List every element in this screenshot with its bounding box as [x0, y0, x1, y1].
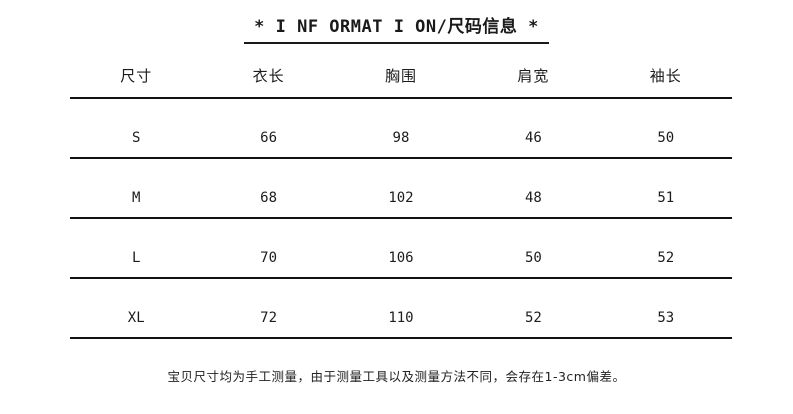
measurement-cell: 66: [202, 98, 335, 159]
measurement-cell: 102: [334, 158, 468, 219]
header-chest: 胸围: [334, 58, 468, 99]
header-size: 尺寸: [70, 58, 203, 99]
measurement-cell: 48: [467, 158, 600, 219]
measurement-cell: 110: [334, 278, 468, 339]
size-cell: S: [70, 98, 203, 159]
page-header: * I NF ORMAT I ON/尺码信息 *: [0, 12, 793, 44]
size-chart-header: 尺寸 衣长 胸围 肩宽 袖长: [70, 58, 732, 99]
measurement-cell: 52: [467, 278, 600, 339]
size-chart-body: S 66 98 46 50 M 68 102 48 51 L 70 106 50…: [70, 98, 732, 339]
header-sleeve: 袖长: [599, 58, 732, 99]
table-row-s: S 66 98 46 50: [70, 98, 732, 159]
size-cell: M: [70, 158, 203, 219]
table-row-l: L 70 106 50 52: [70, 218, 732, 279]
measurement-cell: 70: [202, 218, 335, 279]
header-row: 尺寸 衣长 胸围 肩宽 袖长: [70, 58, 732, 99]
size-chart-table: 尺寸 衣长 胸围 肩宽 袖长 S 66 98 46 50 M 68 102 48…: [70, 58, 732, 339]
header-garment-length: 衣长: [202, 58, 335, 99]
measurement-cell: 50: [467, 218, 600, 279]
size-cell: XL: [70, 278, 203, 339]
header-shoulder: 肩宽: [467, 58, 600, 99]
measurement-cell: 51: [599, 158, 732, 219]
size-cell: L: [70, 218, 203, 279]
measurement-cell: 52: [599, 218, 732, 279]
measurement-cell: 106: [334, 218, 468, 279]
page-title: * I NF ORMAT I ON/尺码信息 *: [244, 12, 549, 44]
measurement-disclaimer: 宝贝尺寸均为手工测量，由于测量工具以及测量方法不同，会存在1-3cm偏差。: [167, 369, 626, 384]
measurement-cell: 68: [202, 158, 335, 219]
measurement-cell: 72: [202, 278, 335, 339]
measurement-cell: 98: [334, 98, 468, 159]
table-row-m: M 68 102 48 51: [70, 158, 732, 219]
table-row-xl: XL 72 110 52 53: [70, 278, 732, 339]
measurement-cell: 50: [599, 98, 732, 159]
measurement-cell: 46: [467, 98, 600, 159]
measurement-cell: 53: [599, 278, 732, 339]
